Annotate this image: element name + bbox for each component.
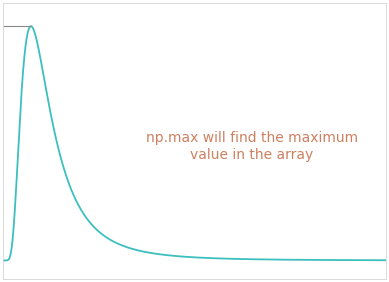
Text: np.max will find the maximum
value in the array: np.max will find the maximum value in th… <box>145 131 358 162</box>
